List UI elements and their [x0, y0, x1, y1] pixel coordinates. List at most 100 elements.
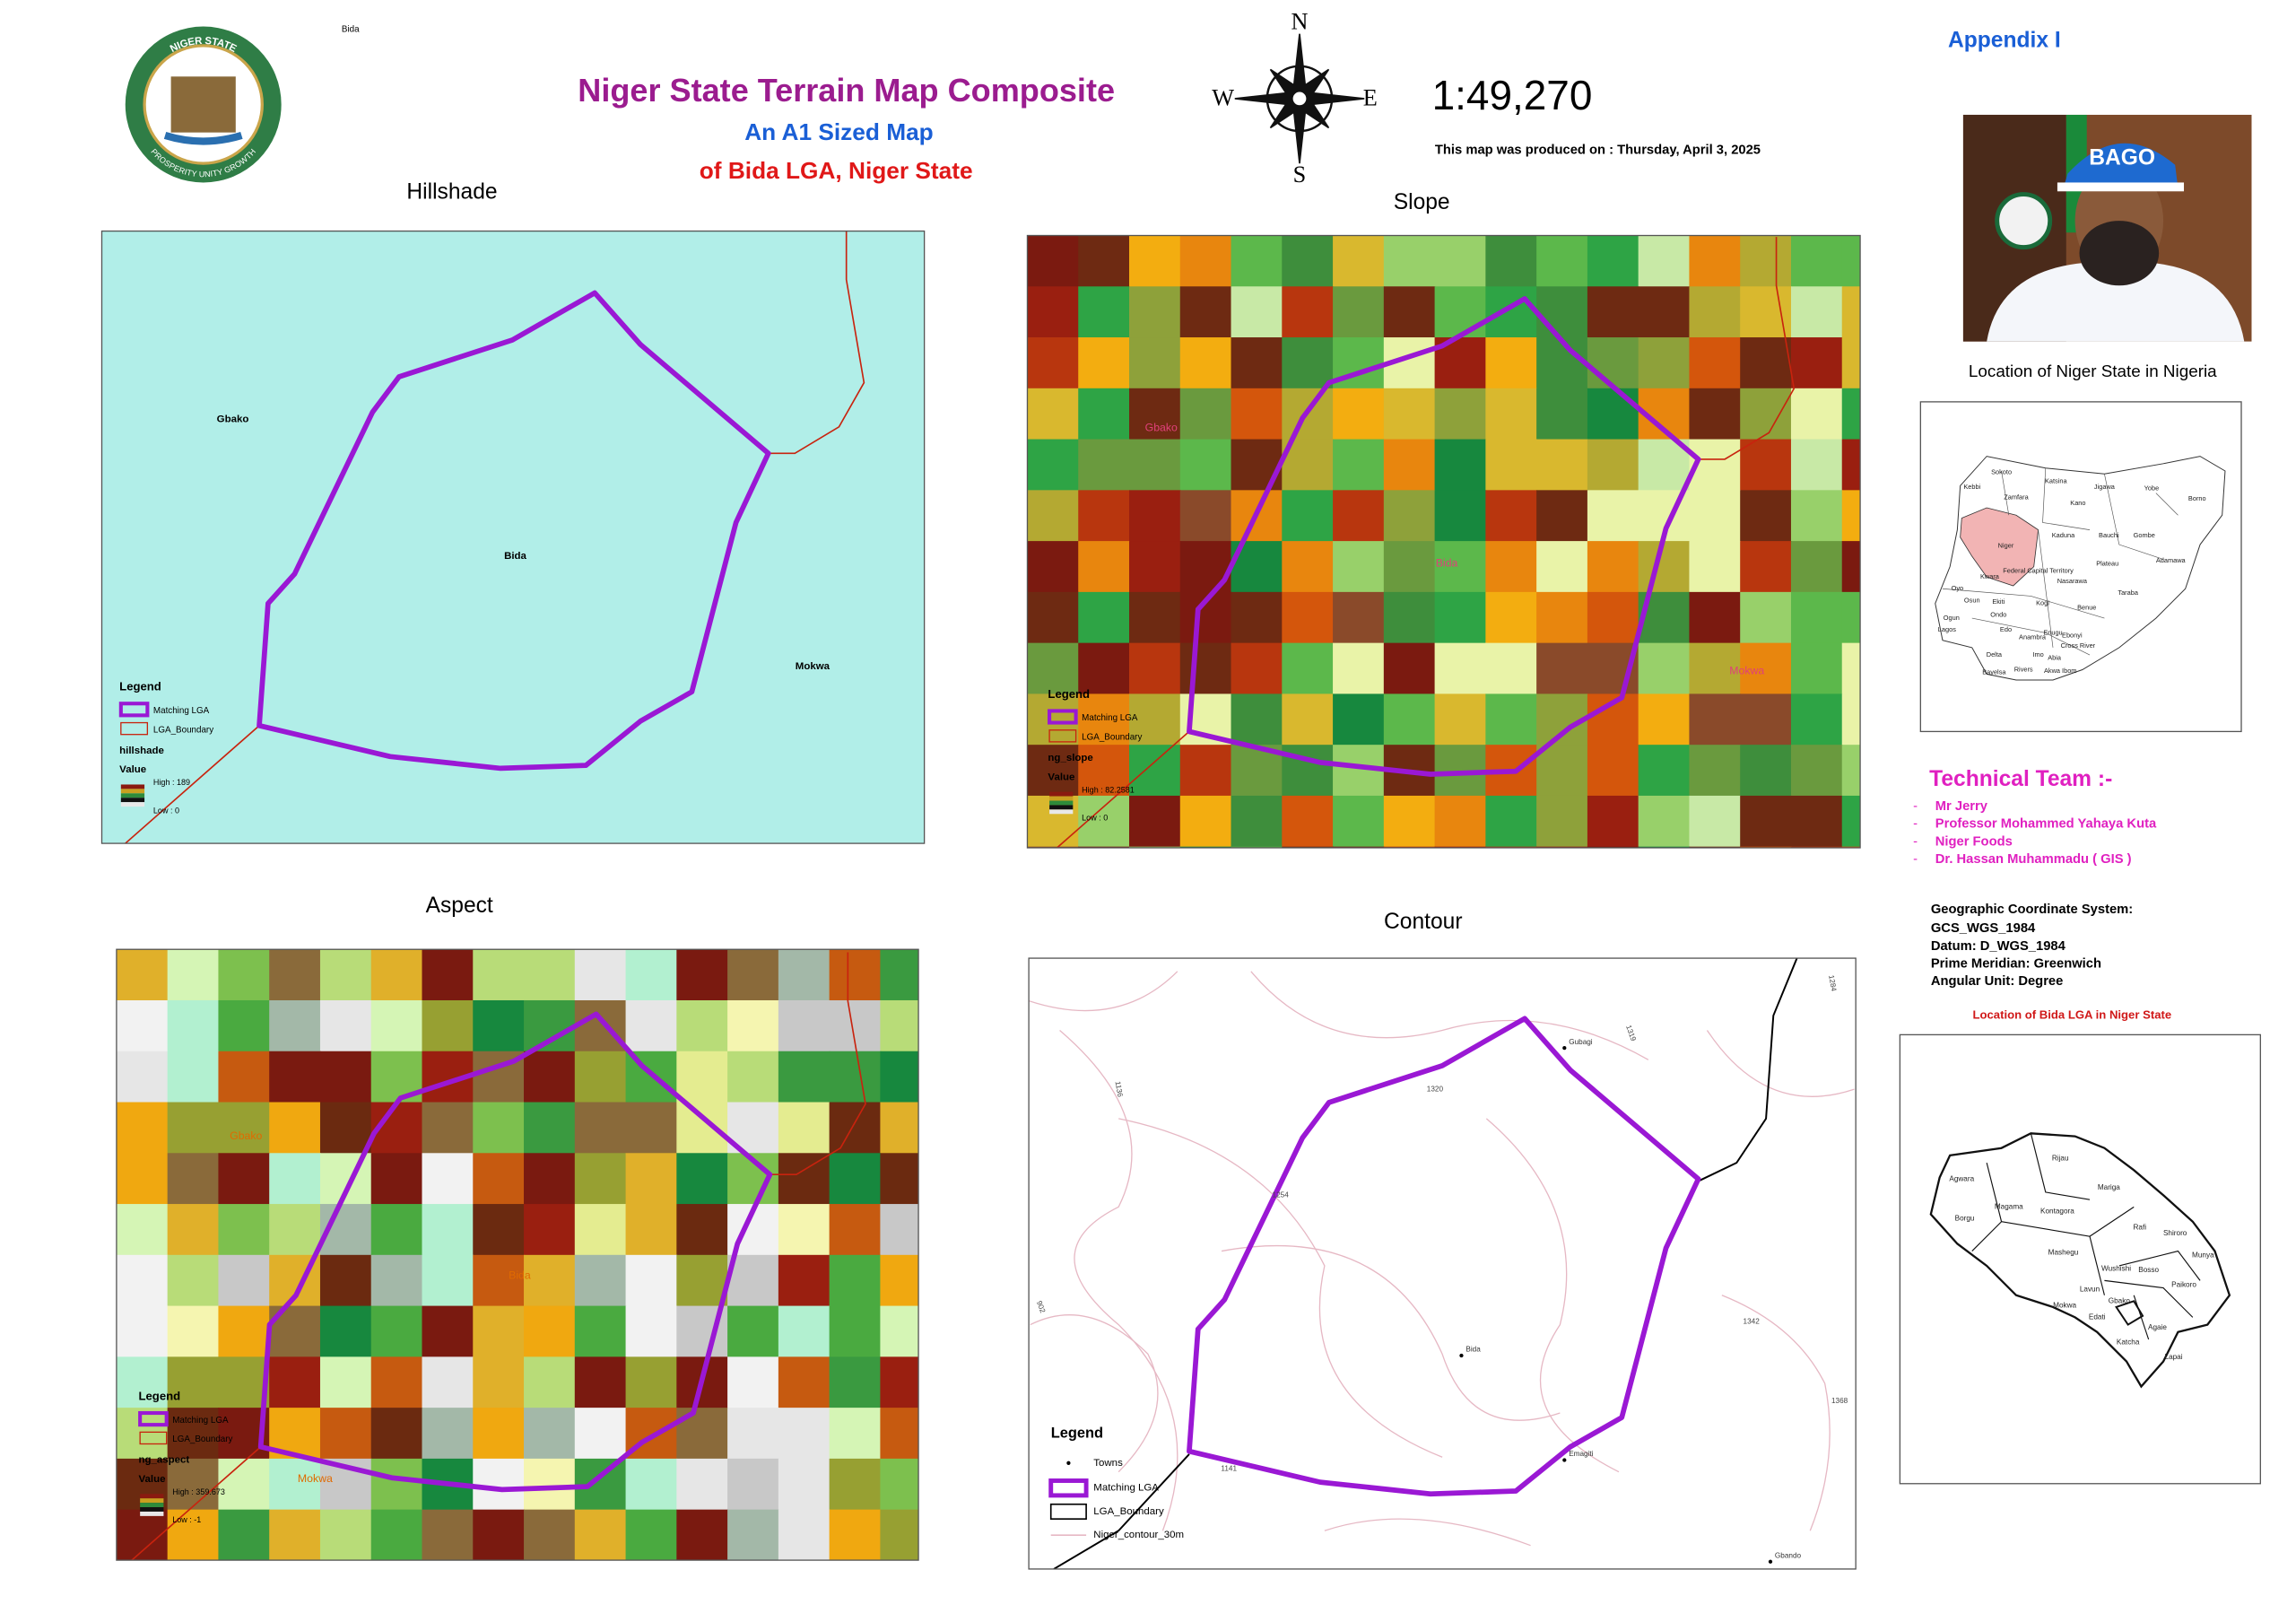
raster-cell: [1740, 388, 1792, 440]
legend-item: Niger_contour_30m: [1093, 1530, 1184, 1540]
raster-cell: [574, 1204, 627, 1256]
raster-cell: [1689, 693, 1742, 746]
raster-cell: [1587, 846, 1639, 849]
raster-cell: [1841, 286, 1861, 338]
raster-cell: [1689, 388, 1742, 440]
raster-cell: [1434, 591, 1487, 644]
raster-cell: [473, 1408, 525, 1460]
raster-cell: [829, 1408, 882, 1460]
legend-swatch: [118, 702, 150, 718]
raster-cell: [1790, 337, 1843, 389]
subtitle: An A1 Sized Map: [744, 118, 934, 145]
raster-cell: [370, 1408, 423, 1460]
legend-swatch: [1048, 729, 1077, 743]
place-label: Mokwa: [298, 1472, 333, 1485]
legend-ramp: [120, 798, 145, 803]
raster-cell: [1434, 693, 1487, 746]
raster-cell: [524, 1305, 576, 1358]
team-bullet: -: [1913, 817, 1918, 832]
raster-cell: [1282, 541, 1334, 593]
raster-cell: [116, 1051, 169, 1103]
raster-cell: [1841, 846, 1861, 849]
raster-cell: [880, 1408, 919, 1460]
matching-lga: [257, 290, 771, 772]
raster-cell: [319, 999, 372, 1052]
raster-cell: [778, 1408, 831, 1460]
raster-cell: [1078, 286, 1130, 338]
raster-cell: [1179, 642, 1232, 695]
raster-cell: [1790, 693, 1843, 746]
team-member: Dr. Hassan Muhammadu ( GIS ): [1935, 852, 2132, 867]
state-label: Nasarawa: [2057, 577, 2088, 585]
raster-cell: [574, 1408, 627, 1460]
contour-line: [1250, 971, 1649, 1060]
raster-cell: [1689, 846, 1742, 849]
raster-cell: [269, 1102, 321, 1155]
state-label: Oyo: [1952, 584, 1964, 592]
lga-label: Munya: [2192, 1251, 2214, 1260]
panel: [1028, 957, 1857, 1570]
raster-cell: [727, 1458, 779, 1511]
lga-boundary: [1056, 730, 1190, 849]
raster-cell: [778, 1204, 831, 1256]
raster-cell: [473, 1509, 525, 1561]
contour-line: [1324, 1518, 1531, 1547]
raster-cell: [422, 1356, 474, 1408]
legend-low: Low : 0: [1082, 814, 1108, 823]
raster-cell: [1179, 846, 1232, 849]
raster-cell: [1485, 490, 1537, 542]
raster-cell: [1485, 846, 1537, 849]
raster-cell: [1841, 745, 1861, 797]
raster-cell: [574, 1153, 627, 1205]
raster-cell: [1027, 388, 1080, 440]
legend-layer: ng_slope: [1048, 753, 1092, 763]
raster-cell: [625, 1356, 678, 1408]
raster-cell: [1536, 795, 1588, 848]
lga-label: Agwara: [1949, 1174, 1974, 1182]
raster-cell: [1536, 846, 1588, 849]
state-label: Benue: [2077, 604, 2096, 612]
raster-cell: [1333, 490, 1385, 542]
state-label: Yobe: [2144, 484, 2160, 493]
raster-cell: [1231, 591, 1283, 644]
raster-cell: [1128, 541, 1181, 593]
raster-cell: [1790, 490, 1843, 542]
raster-cell: [422, 1102, 474, 1155]
raster-cell: [727, 949, 779, 1001]
legend-item: LGA_Boundary: [153, 725, 213, 735]
label: Bida: [342, 24, 360, 34]
raster-cell: [1790, 388, 1843, 440]
raster-cell: [1027, 846, 1080, 849]
nigeria-outline: [1935, 456, 2226, 681]
raster-cell: [1179, 490, 1232, 542]
raster-cell: [1078, 388, 1130, 440]
raster-cell: [1231, 439, 1283, 492]
raster-cell: [1231, 795, 1283, 848]
raster-cell: [880, 1356, 919, 1408]
raster-cell: [1485, 286, 1537, 338]
legend-layer: hillshade: [119, 746, 164, 756]
town-label: Gubagi: [1569, 1038, 1593, 1046]
raster-cell: [1333, 846, 1385, 849]
raster-cell: [269, 1509, 321, 1561]
raster-cell: [269, 949, 321, 1001]
inset-title: Location of Niger State in Nigeria: [1969, 362, 2217, 380]
raster-cell: [319, 1305, 372, 1358]
raster-cell: [167, 999, 220, 1052]
raster-cell: [1740, 235, 1792, 288]
compass-letter: N: [1292, 8, 1309, 34]
legend-low: Low : -1: [172, 1515, 201, 1524]
raster-cell: [1078, 490, 1130, 542]
legend-item: Matching LGA: [153, 706, 210, 716]
raster-cell: [218, 1051, 271, 1103]
legend-ramp: [120, 789, 145, 794]
legend-item: Towns: [1093, 1458, 1123, 1469]
town-label: Bida: [1465, 1346, 1481, 1354]
legend-value: Value: [139, 1474, 166, 1485]
raster-cell: [1333, 388, 1385, 440]
legend-layer: ng_aspect: [139, 1455, 190, 1466]
compass: [1291, 90, 1309, 107]
state-label: Ebonyi: [2062, 632, 2083, 640]
raster-cell: [625, 1305, 678, 1358]
raster-cell: [524, 1509, 576, 1561]
